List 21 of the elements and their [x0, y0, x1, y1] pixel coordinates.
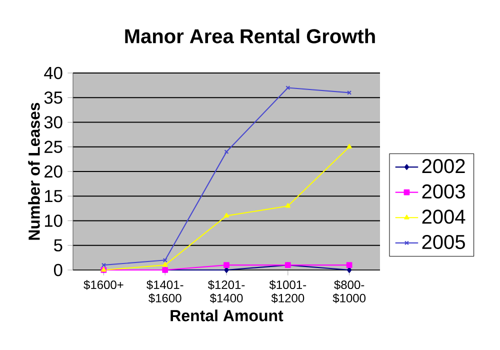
- chart-title: Manor Area Rental Growth: [125, 28, 375, 44]
- x-tick-label: $1201- $1400: [208, 280, 245, 304]
- y-tick-label: 10: [44, 214, 62, 227]
- legend-label: 2002: [422, 159, 465, 174]
- y-tick-label: 15: [44, 190, 62, 202]
- legend-label: 2004: [422, 210, 466, 224]
- legend-label: 2003: [422, 184, 465, 199]
- x-tick-label: $1001- $1200: [269, 280, 306, 304]
- x-tick-label: $1401- $1600: [146, 280, 184, 304]
- legend-label: 2005: [422, 234, 465, 250]
- y-tick-label: 40: [44, 66, 62, 80]
- y-tick-label: 5: [54, 239, 62, 252]
- y-tick-label: 25: [44, 140, 62, 154]
- y-tick-label: 30: [44, 116, 62, 128]
- x-tick-label: $800- $1000: [332, 280, 366, 304]
- x-tick-label: $1600+: [84, 280, 124, 290]
- y-tick-label: 0: [54, 264, 62, 276]
- y-tick-label: 35: [44, 91, 62, 104]
- x-axis-title: Rental Amount: [170, 310, 284, 322]
- y-tick-label: 20: [44, 165, 62, 178]
- y-axis-title: Number of Leases: [28, 102, 40, 240]
